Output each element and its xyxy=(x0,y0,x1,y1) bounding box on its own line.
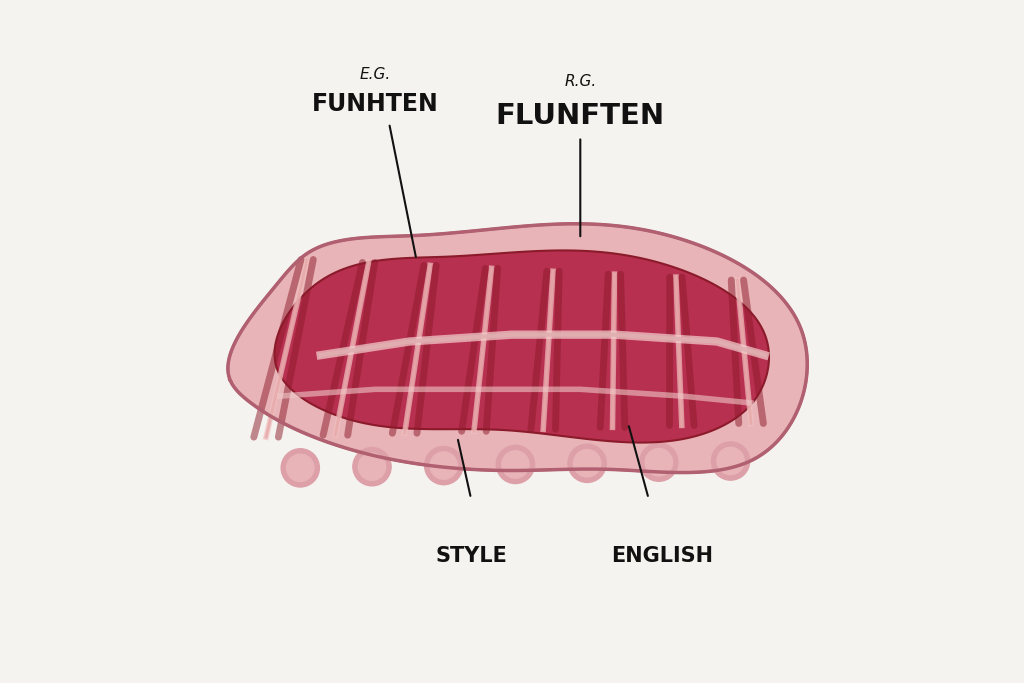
Text: ENGLISH: ENGLISH xyxy=(611,546,714,566)
Text: E.G.: E.G. xyxy=(359,67,391,82)
Text: FUNHTEN: FUNHTEN xyxy=(312,92,438,116)
Circle shape xyxy=(645,449,673,476)
Polygon shape xyxy=(274,251,769,443)
Circle shape xyxy=(712,442,750,480)
Circle shape xyxy=(640,443,678,482)
Circle shape xyxy=(287,454,314,482)
Circle shape xyxy=(353,447,391,486)
Circle shape xyxy=(430,452,458,479)
Text: FLUNFTEN: FLUNFTEN xyxy=(496,102,665,130)
Text: STYLE: STYLE xyxy=(435,546,507,566)
Circle shape xyxy=(568,444,606,482)
Circle shape xyxy=(502,451,529,478)
Polygon shape xyxy=(228,224,807,473)
Circle shape xyxy=(717,447,744,475)
Text: R.G.: R.G. xyxy=(564,74,596,89)
Circle shape xyxy=(282,449,319,487)
Circle shape xyxy=(425,447,463,485)
Circle shape xyxy=(497,445,535,484)
Circle shape xyxy=(573,449,601,477)
Circle shape xyxy=(358,453,386,480)
